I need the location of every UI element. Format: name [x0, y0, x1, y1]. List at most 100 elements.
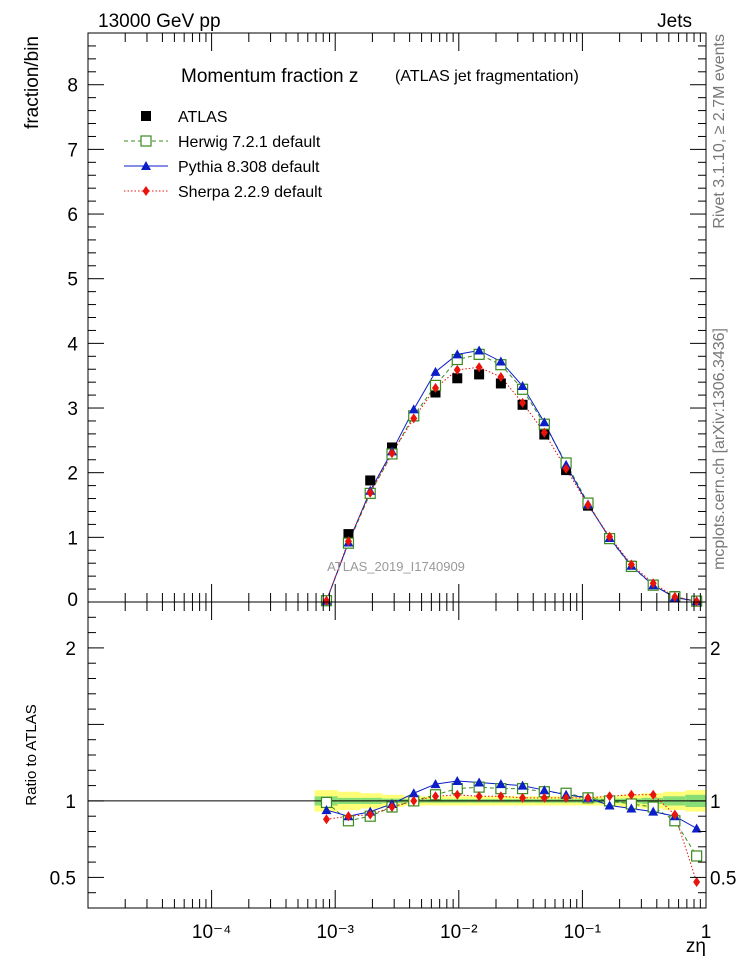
mcplots-label: mcplots.cern.ch [arXiv:1306.3436]	[711, 328, 728, 570]
x-axis: 10⁻⁴ 10⁻³ 10⁻² 10⁻¹ 1	[87, 602, 712, 943]
data-point	[497, 371, 505, 382]
data-point	[584, 500, 592, 511]
ratio-point	[366, 809, 374, 820]
ratio-point	[432, 791, 440, 802]
ratio-y-tick-label: 0.5	[50, 868, 76, 889]
ratio-point	[410, 795, 418, 806]
data-point	[452, 349, 463, 359]
data-point	[366, 487, 374, 498]
ratio-point	[452, 776, 463, 786]
data-point	[540, 427, 548, 438]
ratio-point	[497, 791, 505, 802]
data-point	[453, 364, 461, 375]
ratio-point	[321, 805, 332, 815]
ratio-panel: 0.5 0.5 1 1 2 2 10⁻⁴ 10⁻³ 10⁻² 10⁻¹ 1 Ratio to AT…	[23, 601, 736, 957]
legend: ATLAS Herwig 7.2.1 default Pythia 8.308 de…	[124, 109, 323, 201]
rivet-version-label: Rivet 3.1.10, ≥ 2.7M events	[711, 34, 728, 229]
y-tick-label: 6	[67, 205, 78, 226]
ratio-point	[584, 792, 592, 803]
data-point	[474, 369, 485, 380]
ratio-point	[540, 792, 548, 803]
ratio-y-axis: 0.5 0.5 1 1 2 2	[50, 601, 736, 909]
ratio-point	[388, 802, 396, 813]
ratio-point	[648, 806, 659, 816]
x-tick-label: 10⁻⁴	[192, 922, 231, 943]
ratio-y-axis-label: Ratio to ATLAS	[23, 704, 40, 805]
data-point	[344, 536, 352, 547]
ratio-point	[691, 850, 703, 862]
legend-marker	[140, 135, 152, 147]
data-point	[388, 448, 396, 459]
x-tick-label: 10⁻³	[316, 922, 354, 943]
data-point	[343, 529, 354, 540]
data-point	[365, 475, 376, 486]
legend-entry: Herwig 7.2.1 default	[124, 134, 321, 151]
ratio-point	[649, 789, 657, 800]
legend-entry: ATLAS	[141, 109, 228, 126]
ratio-point	[606, 791, 614, 802]
y-tick-label: 4	[67, 334, 78, 355]
ratio-point	[693, 876, 701, 887]
y-tick-label: 5	[67, 270, 78, 291]
ratio-point	[626, 803, 637, 813]
data-point	[519, 397, 527, 408]
ratio-point	[539, 785, 550, 795]
legend-entry: Pythia 8.308 default	[124, 159, 320, 176]
ratio-point	[517, 780, 528, 790]
ratio-point	[495, 779, 506, 789]
legend-entry: Sherpa 2.2.9 default	[124, 184, 323, 201]
data-point	[408, 404, 419, 414]
data-point	[693, 596, 701, 607]
data-point	[671, 591, 679, 602]
data-point	[606, 531, 614, 542]
ratio-point	[408, 788, 419, 798]
ratio-point	[430, 779, 441, 789]
ratio-y-tick-label: 1	[65, 792, 76, 813]
y-tick-label: 0	[67, 590, 78, 611]
main-y-axis-label: fraction/bin	[22, 36, 43, 129]
ratio-point	[344, 811, 352, 822]
legend-marker	[141, 161, 151, 170]
data-point	[410, 413, 418, 424]
data-point	[495, 378, 506, 389]
ratio-y-tick-label-right: 0.5	[710, 868, 736, 889]
ratio-point	[474, 777, 485, 787]
header-energy-label: 13000 GeV pp	[98, 11, 221, 32]
legend-marker	[142, 186, 150, 196]
ratio-point	[562, 792, 570, 803]
analysis-label: ATLAS_2019_I1740909	[327, 559, 465, 574]
ratio-point	[475, 791, 483, 802]
main-y-axis: 0 1 2 3 4 5 6 7 8	[67, 32, 706, 611]
y-tick-label: 3	[67, 399, 78, 420]
legend-label: Herwig 7.2.1 default	[178, 134, 321, 151]
ratio-point	[627, 789, 635, 800]
y-tick-label: 2	[67, 464, 78, 485]
legend-marker	[141, 111, 151, 121]
data-point	[475, 362, 483, 373]
main-x-axis-ticks	[87, 33, 707, 602]
data-point	[649, 578, 657, 589]
ratio-point	[519, 792, 527, 803]
chart-subtitle: (ATLAS jet fragmentation)	[395, 68, 579, 85]
legend-label: ATLAS	[178, 109, 228, 126]
ratio-y-tick-label-right: 2	[710, 639, 721, 660]
data-point	[432, 382, 440, 393]
ratio-point	[322, 814, 330, 825]
legend-label: Pythia 8.308 default	[178, 159, 320, 176]
ratio-point	[671, 809, 679, 820]
data-point	[430, 366, 441, 376]
data-point	[495, 356, 506, 366]
data-point	[517, 381, 528, 391]
x-tick-label: 10⁻¹	[564, 922, 602, 943]
legend-label: Sherpa 2.2.9 default	[178, 184, 323, 201]
header-process-label: Jets	[657, 11, 692, 32]
x-tick-label: 10⁻²	[440, 922, 478, 943]
ratio-y-tick-label: 2	[65, 639, 76, 660]
x-tick-label: 1	[701, 922, 712, 943]
y-tick-label: 7	[67, 140, 78, 161]
ratio-y-tick-label-right: 1	[710, 792, 721, 813]
ratio-plot-area	[88, 776, 706, 887]
data-point	[474, 345, 485, 355]
data-point	[627, 559, 635, 570]
x-axis-label: zη	[686, 936, 706, 957]
